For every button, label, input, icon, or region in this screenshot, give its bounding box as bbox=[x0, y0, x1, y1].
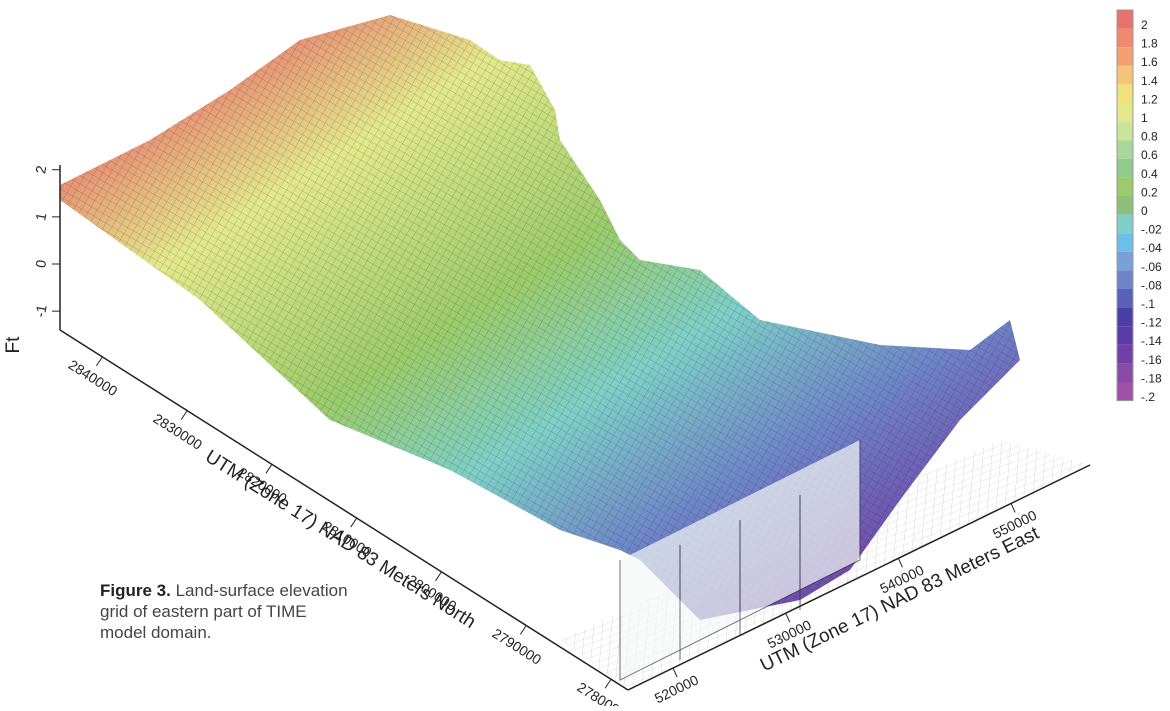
colorbar-band bbox=[1117, 252, 1133, 271]
colorbar-label: -.06 bbox=[1141, 260, 1162, 274]
colorbar-label: 1.8 bbox=[1141, 37, 1158, 51]
colorbar-band bbox=[1117, 103, 1133, 122]
z-tick-label: 1 bbox=[32, 211, 49, 222]
colorbar-label: -.16 bbox=[1141, 353, 1162, 367]
y-tick bbox=[786, 613, 790, 622]
colorbar-band bbox=[1117, 122, 1133, 141]
x-tick bbox=[96, 357, 102, 366]
colorbar-label: 0.4 bbox=[1141, 167, 1158, 181]
colorbar-band bbox=[1117, 196, 1133, 215]
colorbar-band bbox=[1117, 66, 1133, 85]
x-tick bbox=[266, 464, 272, 473]
caption: Figure 3. Land-surface elevation grid of… bbox=[100, 580, 355, 643]
colorbar-band bbox=[1117, 140, 1133, 159]
colorbar-label: 1.2 bbox=[1141, 92, 1158, 106]
x-tick bbox=[435, 572, 441, 581]
colorbar-band bbox=[1117, 10, 1133, 29]
colorbar-label: -.2 bbox=[1141, 390, 1155, 404]
colorbar-label: -.14 bbox=[1141, 334, 1162, 348]
colorbar-label: 0.2 bbox=[1141, 185, 1158, 199]
colorbar-band bbox=[1117, 47, 1133, 66]
y-tick bbox=[898, 558, 902, 567]
colorbar-band bbox=[1117, 177, 1133, 196]
colorbar-label: 1 bbox=[1141, 111, 1148, 125]
y-tick bbox=[1011, 503, 1015, 512]
z-axis-title: Ft bbox=[3, 336, 24, 354]
x-tick bbox=[351, 518, 357, 527]
colorbar-label: 0.6 bbox=[1141, 148, 1158, 162]
x-tick bbox=[520, 626, 526, 635]
colorbar-label: -.18 bbox=[1141, 371, 1162, 385]
colorbar-band bbox=[1117, 345, 1133, 364]
colorbar-label: -.1 bbox=[1141, 297, 1155, 311]
colorbar-band bbox=[1117, 363, 1133, 382]
z-tick-label: -1 bbox=[32, 303, 50, 318]
z-tick-label: 2 bbox=[32, 164, 49, 175]
colorbar-label: 1.4 bbox=[1141, 74, 1158, 88]
colorbar-band bbox=[1117, 308, 1133, 327]
colorbar-band bbox=[1117, 382, 1133, 401]
colorbar-label: 1.6 bbox=[1141, 55, 1158, 69]
colorbar-label: -.12 bbox=[1141, 316, 1162, 330]
figure: 2840000283000028200002810000280000027900… bbox=[0, 0, 1170, 706]
x-tick bbox=[605, 679, 611, 688]
colorbar-band bbox=[1117, 233, 1133, 252]
y-tick bbox=[673, 668, 677, 677]
colorbar-label: -.02 bbox=[1141, 223, 1162, 237]
x-tick bbox=[181, 411, 187, 420]
colorbar-band bbox=[1117, 289, 1133, 308]
colorbar-label: 0.8 bbox=[1141, 130, 1158, 144]
colorbar-band bbox=[1117, 215, 1133, 234]
colorbar-band bbox=[1117, 29, 1133, 48]
colorbar-label: 2 bbox=[1141, 18, 1148, 32]
colorbar-band bbox=[1117, 84, 1133, 103]
colorbar-band bbox=[1117, 270, 1133, 289]
caption-label: Figure 3. bbox=[100, 581, 171, 600]
colorbar-label: -.04 bbox=[1141, 241, 1162, 255]
colorbar-label: 0 bbox=[1141, 204, 1148, 218]
colorbar-band bbox=[1117, 326, 1133, 345]
colorbar-band bbox=[1117, 159, 1133, 178]
colorbar-label: -.08 bbox=[1141, 278, 1162, 292]
z-tick-label: 0 bbox=[32, 258, 49, 269]
